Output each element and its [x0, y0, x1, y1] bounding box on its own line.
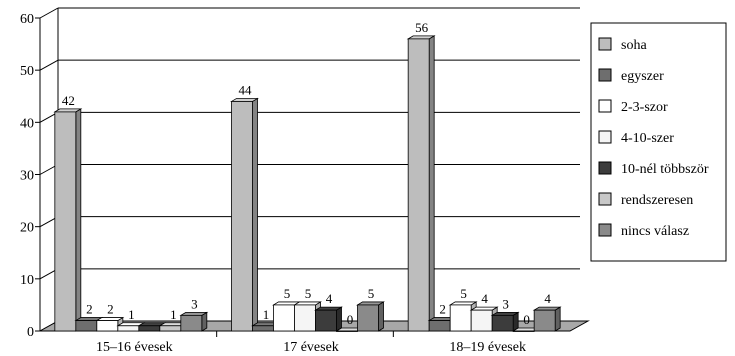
bar-4-10-szer	[470, 309, 493, 332]
bar-nincs-válasz	[180, 314, 203, 332]
data-label: 3	[502, 296, 509, 311]
bar-side	[428, 35, 435, 332]
data-label: 44	[239, 82, 253, 97]
y-tick-label: 20	[20, 221, 34, 236]
bar-top	[293, 301, 322, 306]
bar-2-3-szor	[449, 304, 472, 332]
x-category-label: 18–19 évesek	[449, 340, 526, 355]
bar-nincs-válasz	[357, 304, 379, 332]
gridline-depth	[39, 7, 59, 19]
bar-top	[406, 35, 436, 40]
data-label: 5	[368, 286, 375, 301]
bar-4-10-szer	[294, 304, 316, 332]
bar-10-nél-többször	[315, 309, 337, 332]
legend-swatch	[598, 68, 612, 82]
bar-nincs-válasz	[533, 309, 556, 332]
legend-entry: soha	[621, 38, 647, 53]
x-category-label: 17 évesek	[283, 340, 339, 355]
data-label: 5	[284, 286, 291, 301]
legend-swatch	[598, 223, 612, 237]
bar-2-3-szor	[273, 304, 295, 332]
bar-top	[532, 306, 562, 311]
bar-egyszer	[75, 320, 98, 332]
legend-entry: nincs válasz	[621, 224, 689, 239]
bar-top	[448, 301, 478, 306]
legend-entry: 4-10-szer	[621, 131, 674, 146]
legend-swatch	[598, 161, 612, 175]
data-label: 2	[107, 302, 114, 317]
legend-entry: 2-3-szor	[621, 100, 668, 115]
data-label: 3	[191, 296, 198, 311]
y-tick-label: 50	[20, 64, 34, 79]
data-label: 1	[128, 307, 135, 322]
bar-side	[554, 306, 561, 332]
bar-10-nél-többször	[138, 325, 161, 332]
bar-4-10-szer	[117, 325, 140, 332]
bar-top	[230, 98, 259, 102]
data-label: 0	[347, 312, 354, 327]
y-tick-label: 40	[20, 116, 34, 131]
bar-top	[314, 306, 343, 311]
y-tick-label: 60	[20, 12, 34, 27]
data-label: 2	[439, 302, 446, 317]
bar-top	[356, 301, 385, 306]
bars	[53, 35, 562, 332]
bar-soha	[407, 38, 430, 332]
bar-top	[490, 311, 520, 316]
bar-soha	[231, 101, 253, 332]
bar-soha	[54, 111, 77, 332]
x-category-label: 15–16 évesek	[96, 340, 173, 355]
bar-rendszeresen	[336, 330, 358, 332]
legend-swatch	[598, 130, 612, 144]
data-label: 56	[415, 20, 429, 35]
data-label: 42	[62, 93, 75, 108]
bar-egyszer	[428, 320, 451, 332]
legend-swatch	[598, 99, 612, 113]
bar-top	[469, 306, 499, 311]
bar-egyszer	[252, 325, 274, 332]
y-tick-label: 0	[27, 325, 34, 340]
data-label: 4	[481, 291, 488, 306]
bar-rendszeresen	[159, 325, 182, 332]
bar-side	[252, 97, 258, 332]
legend: soha egyszer 2-3-szor 4-10-szer 10-nél többs…	[590, 22, 727, 262]
bar-side	[336, 306, 342, 332]
legend-entry: 10-nél többször	[621, 162, 709, 177]
gridline-depth	[39, 59, 59, 71]
data-label: 1	[170, 307, 177, 322]
bar-rendszeresen	[512, 330, 535, 332]
legend-swatch	[598, 192, 612, 206]
bar-top	[179, 311, 209, 316]
bar-side	[75, 108, 82, 332]
y-tick-label: 10	[20, 273, 34, 288]
bar-side	[378, 301, 384, 332]
bar-10-nél-többször	[491, 314, 514, 332]
legend-box	[590, 22, 727, 262]
y-tick-label: 30	[20, 169, 34, 184]
data-label: 0	[523, 312, 530, 327]
bar-top	[53, 108, 83, 113]
bar-top	[95, 317, 125, 321]
data-label: 4	[326, 291, 333, 306]
data-label: 5	[460, 286, 467, 301]
data-label: 5	[305, 286, 312, 301]
data-label: 4	[544, 291, 551, 306]
gridlines	[39, 7, 580, 332]
legend-entry: egyszer	[621, 69, 664, 84]
legend-entry: rendszeresen	[621, 193, 693, 208]
legend-swatch	[598, 37, 612, 51]
data-label: 1	[263, 307, 270, 322]
data-label: 2	[86, 302, 93, 317]
bar-2-3-szor	[96, 320, 119, 332]
